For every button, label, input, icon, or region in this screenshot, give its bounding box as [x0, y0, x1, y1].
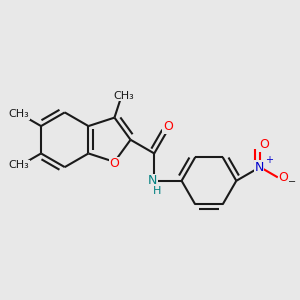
Text: CH₃: CH₃: [9, 110, 29, 119]
Text: N: N: [254, 160, 264, 174]
Text: −: −: [288, 177, 296, 187]
Text: H: H: [153, 186, 161, 196]
Text: O: O: [279, 171, 289, 184]
Text: +: +: [265, 155, 273, 165]
Text: CH₃: CH₃: [113, 91, 134, 100]
Text: CH₃: CH₃: [9, 160, 29, 170]
Text: O: O: [259, 138, 269, 151]
Text: O: O: [163, 120, 173, 133]
Text: O: O: [110, 157, 119, 170]
Text: N: N: [148, 174, 157, 187]
